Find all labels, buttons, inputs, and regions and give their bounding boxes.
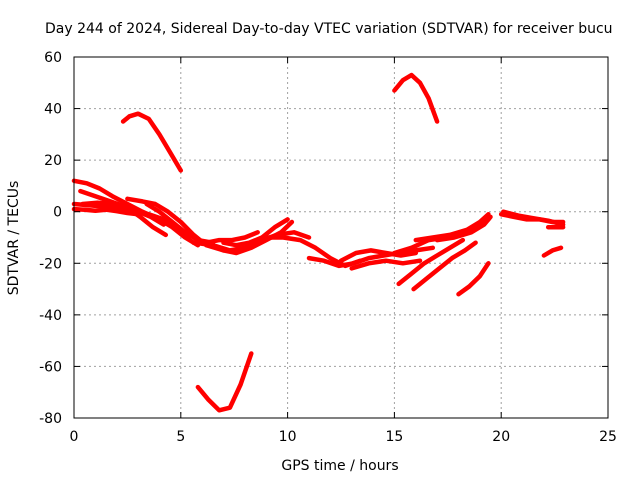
y-tick-label: 0 bbox=[53, 205, 62, 221]
series-arc-11 bbox=[208, 219, 295, 256]
series-arc-07 bbox=[144, 201, 216, 245]
series-arc-22 bbox=[396, 237, 466, 287]
series-arc-24 bbox=[456, 261, 491, 297]
plot-frame bbox=[73, 56, 609, 419]
series-arc-18 bbox=[392, 72, 440, 124]
series-arc-27 bbox=[541, 245, 564, 258]
x-tick-label: 10 bbox=[279, 429, 297, 445]
x-tick-label: 5 bbox=[176, 429, 185, 445]
axis-ticks: 0 5 10 15 20 25 -80 -60 -40 -20 0 20 40 60 bbox=[39, 50, 617, 445]
grid-lines bbox=[74, 57, 608, 418]
y-tick-label: -80 bbox=[39, 411, 62, 427]
x-tick-label: 15 bbox=[385, 429, 403, 445]
series-arc-03 bbox=[71, 206, 141, 217]
series-arc-01 bbox=[71, 178, 201, 248]
series-arc-21 bbox=[434, 214, 493, 243]
x-tick-label: 25 bbox=[599, 429, 617, 445]
series-arc-12 bbox=[204, 230, 260, 245]
series-arc-23 bbox=[411, 240, 478, 292]
y-tick-label: 40 bbox=[44, 102, 62, 118]
x-axis-label: GPS time / hours bbox=[281, 458, 398, 474]
x-tick-label: 20 bbox=[492, 429, 510, 445]
y-axis-label: SDTVAR / TECUs bbox=[6, 181, 22, 296]
series-arc-20 bbox=[413, 212, 491, 243]
series-arc-14 bbox=[263, 235, 363, 269]
x-tick-label: 0 bbox=[70, 429, 79, 445]
chart-title: Day 244 of 2024, Sidereal Day-to-day VTE… bbox=[45, 21, 613, 37]
series-arc-16 bbox=[338, 248, 419, 263]
series-arc-09 bbox=[195, 351, 254, 413]
series-arc-05 bbox=[80, 200, 169, 238]
series-arc-13 bbox=[221, 217, 290, 248]
y-tick-label: 60 bbox=[44, 50, 62, 66]
series-arc-26 bbox=[501, 209, 566, 227]
data-series-layer bbox=[71, 72, 566, 413]
y-tick-label: -20 bbox=[39, 256, 62, 272]
series-arc-17 bbox=[349, 258, 423, 271]
series-arc-15 bbox=[306, 245, 436, 269]
y-tick-label: -60 bbox=[39, 359, 62, 375]
series-arc-08 bbox=[120, 111, 184, 173]
y-tick-label: 20 bbox=[44, 153, 62, 169]
y-tick-label: -40 bbox=[39, 308, 62, 324]
